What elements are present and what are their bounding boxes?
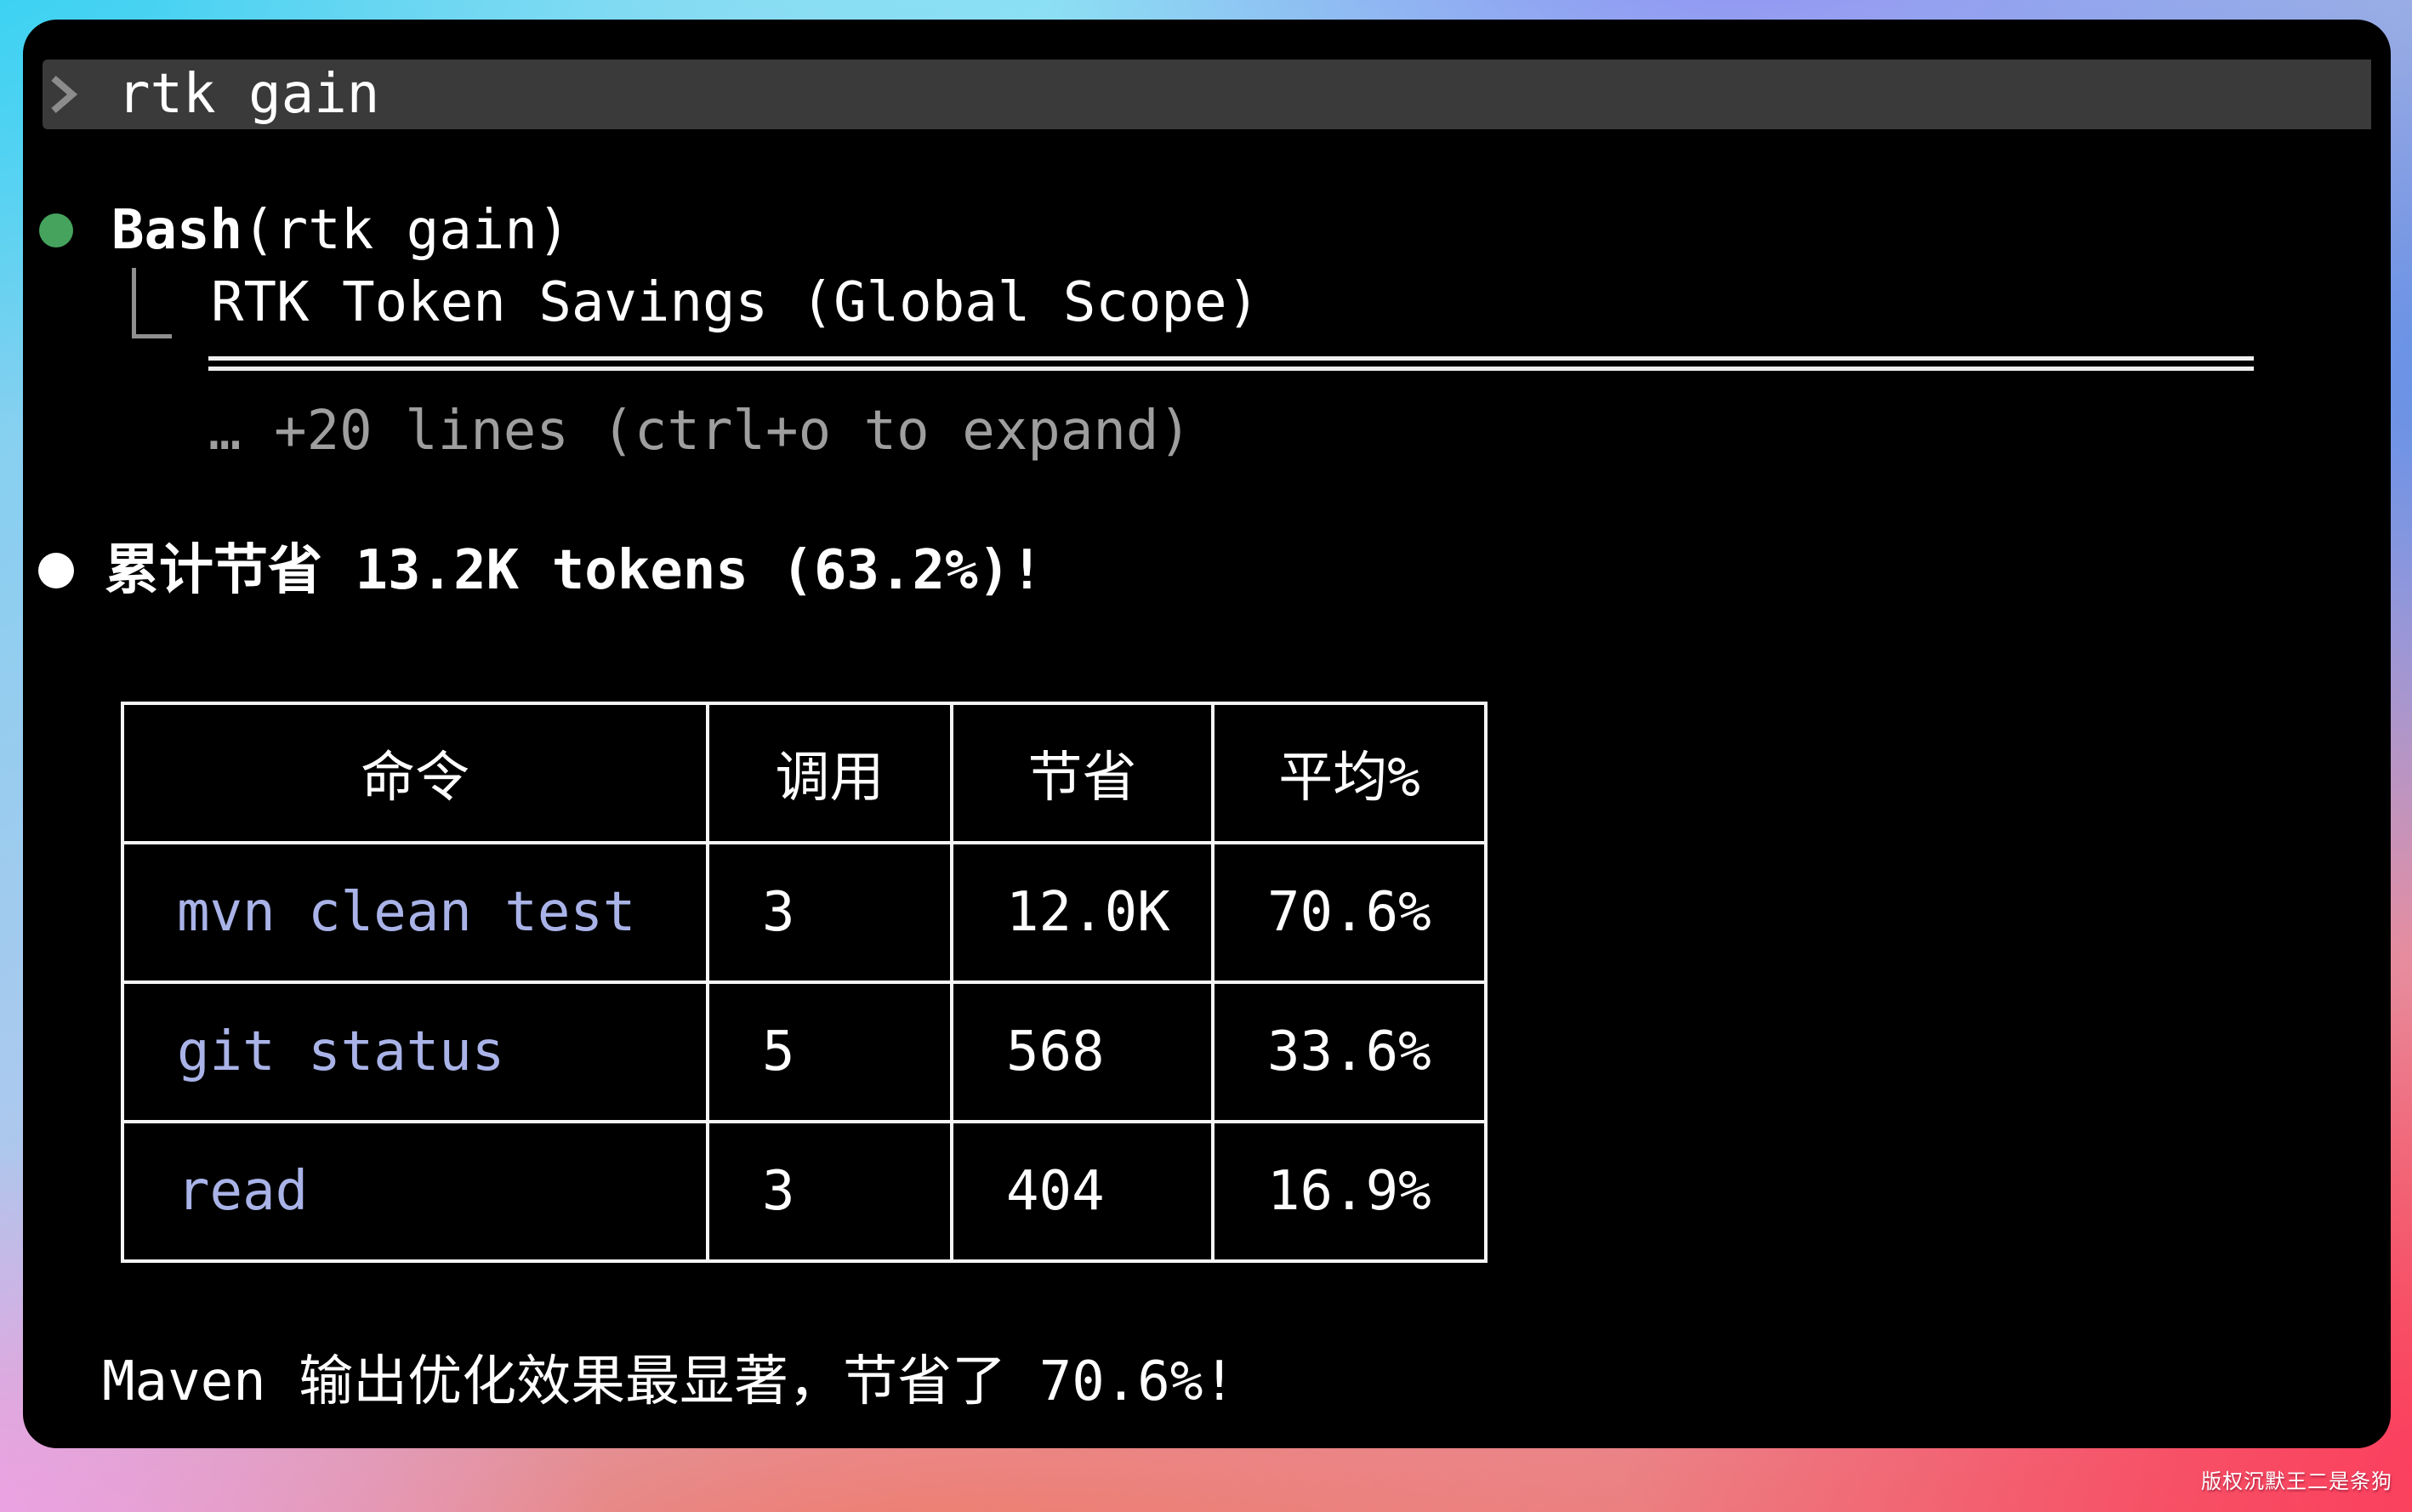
header-calls: 调用: [706, 702, 953, 844]
cell-calls: 5: [706, 981, 953, 1123]
header-command: 命令: [121, 702, 709, 844]
cell-avg: 16.9%: [1211, 1120, 1488, 1263]
cell-avg: 70.6%: [1211, 841, 1488, 984]
table-row: read 3 404 16.9%: [121, 1120, 1488, 1263]
watermark-text: 版权沉默王二是条狗: [2201, 1469, 2392, 1493]
cell-command: read: [121, 1120, 709, 1263]
summary-text: 累计节省 13.2K tokens (63.2%)!: [105, 539, 1044, 602]
header-saved: 节省: [950, 702, 1215, 844]
table-row: git status 5 568 33.6%: [121, 981, 1488, 1123]
tool-call-line: Bash(rtk gain): [111, 196, 570, 264]
cell-avg: 33.6%: [1211, 981, 1488, 1123]
cell-saved: 568: [950, 981, 1215, 1123]
tool-name: Bash: [111, 199, 243, 262]
cell-command: git status: [121, 981, 709, 1123]
result-title: RTK Token Savings (Global Scope): [211, 271, 1260, 334]
prompt-input-bar[interactable]: rtk gain: [43, 60, 2371, 129]
footer-note: Maven 输出优化效果最显著，节省了 70.6%!: [102, 1350, 1236, 1413]
collapsed-output-note[interactable]: … +20 lines (ctrl+o to expand): [208, 400, 1192, 463]
cell-command: mvn clean test: [121, 841, 709, 984]
tool-args: (rtk gain): [242, 199, 571, 262]
prompt-command-text: rtk gain: [117, 63, 380, 126]
double-rule-divider: [208, 356, 2254, 371]
result-connector-icon: [132, 268, 172, 338]
savings-table: 命令 调用 节省 平均% mvn clean test 3 12.0K 70.6…: [121, 702, 1488, 1263]
table-header-row: 命令 调用 节省 平均%: [121, 702, 1488, 844]
table-row: mvn clean test 3 12.0K 70.6%: [121, 841, 1488, 984]
terminal-window: rtk gain Bash(rtk gain) RTK Token Saving…: [23, 20, 2391, 1448]
cell-saved: 12.0K: [950, 841, 1215, 984]
header-avg: 平均%: [1211, 702, 1488, 844]
prompt-chevron-icon: [51, 75, 78, 114]
cell-calls: 3: [706, 1120, 953, 1263]
cell-calls: 3: [706, 841, 953, 984]
tool-status-dot-icon: [39, 213, 73, 247]
summary-bullet-icon: [38, 553, 74, 588]
cell-saved: 404: [950, 1120, 1215, 1263]
